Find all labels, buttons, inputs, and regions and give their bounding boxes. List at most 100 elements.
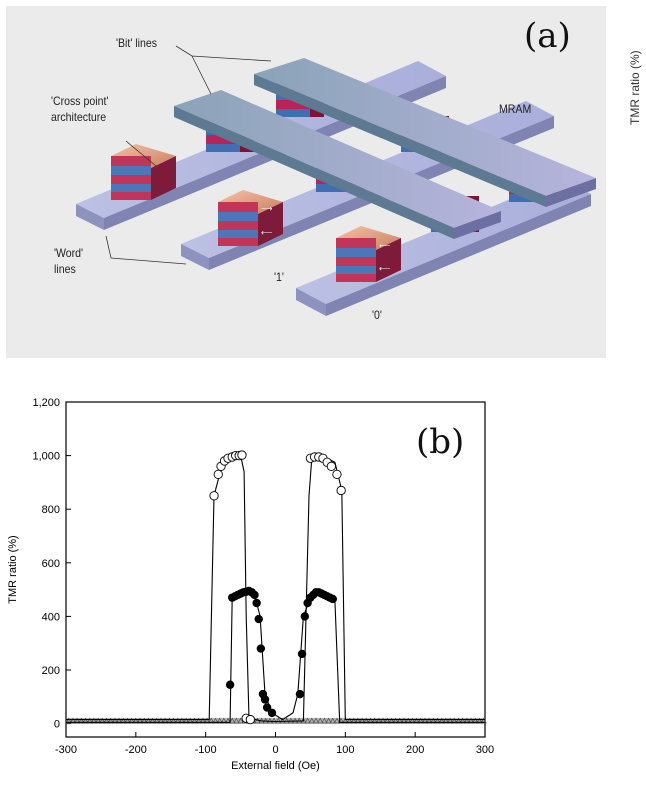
memory-cell-zero: ⟵ ⟵ (336, 226, 401, 282)
triangle-point (220, 717, 227, 724)
triangle-point (350, 717, 357, 724)
triangle-point (90, 717, 97, 724)
triangle-point (174, 717, 181, 724)
triangle-point (304, 717, 311, 724)
triangle-point (396, 717, 403, 724)
triangle-point (384, 717, 391, 724)
triangle-point (124, 717, 131, 724)
triangle-point (69, 717, 76, 724)
triangle-point (367, 717, 374, 724)
triangle-point (99, 717, 106, 724)
triangle-point (308, 717, 315, 724)
x-tick-label: 300 (476, 744, 494, 756)
triangle-point (312, 717, 320, 724)
filled-circle-point (256, 644, 266, 653)
svg-text:⟵: ⟵ (261, 228, 273, 237)
open-circle-point (245, 714, 256, 725)
x-tick-label: -200 (125, 744, 147, 756)
triangle-point (199, 717, 206, 724)
x-tick-label: 100 (336, 744, 354, 756)
triangle-point (459, 717, 466, 724)
triangle-point (472, 717, 479, 724)
memory-cell-one: ⟶ ⟵ (218, 190, 283, 246)
open-circle-point (332, 469, 342, 480)
triangle-point (463, 717, 470, 724)
filled-circle-point (225, 680, 235, 689)
filled-circle-point (262, 703, 272, 712)
y-tick-label: 1,200 (32, 397, 60, 409)
open-circle-point (336, 485, 346, 496)
triangle-point (216, 717, 223, 724)
triangle-point (421, 717, 428, 724)
triangle-point (375, 717, 382, 724)
triangle-point (137, 717, 144, 724)
y-tick-label: 200 (42, 665, 60, 677)
triangle-point (426, 717, 433, 724)
triangle-point (178, 717, 185, 724)
filled-circle-series-line (66, 590, 485, 723)
x-tick-label: 0 (272, 744, 278, 756)
triangle-point (359, 717, 366, 724)
memory-cell-left (111, 144, 176, 200)
triangle-point (120, 717, 127, 724)
filled-circle-point (252, 598, 261, 608)
triangle-point (82, 717, 89, 724)
y-tick-label: 1,000 (32, 451, 60, 463)
triangle-point (183, 717, 190, 724)
bit-lines-label: 'Bit' lines (116, 36, 158, 50)
triangle-point (417, 717, 424, 724)
triangle-point (346, 717, 353, 724)
triangle-point (145, 717, 152, 724)
filled-circle-point (300, 612, 310, 621)
triangle-point (380, 717, 387, 724)
filled-circle-point (295, 689, 305, 699)
triangle-point (400, 717, 408, 724)
triangle-point (111, 717, 118, 724)
svg-text:⟵: ⟵ (379, 241, 391, 250)
triangle-point (271, 717, 278, 724)
svg-text:⟵: ⟵ (379, 264, 391, 273)
triangle-point (195, 717, 202, 724)
triangle-point (363, 717, 370, 724)
triangle-point (468, 717, 475, 724)
cross-point-label-line1: 'Cross point' (51, 94, 109, 108)
filled-circle-point (267, 708, 277, 718)
leader-lines (105, 45, 272, 265)
state-one-label: '1' (274, 270, 284, 284)
filled-circle-point (254, 614, 263, 624)
triangle-point (204, 717, 211, 724)
triangle-point (157, 717, 164, 724)
triangle-point (162, 717, 169, 724)
x-tick-label: -100 (195, 744, 217, 756)
triangle-point (430, 717, 437, 724)
open-circle-point (326, 461, 337, 471)
triangle-point (451, 717, 458, 724)
triangle-point (153, 717, 160, 724)
filled-circle-point (260, 695, 270, 704)
triangle-point (187, 717, 194, 724)
triangle-point (74, 717, 81, 724)
triangle-point (208, 717, 215, 724)
triangle-point (413, 717, 420, 724)
panel-a-mram-diagram: ⟶ ⟵ ⟵ ⟵ (a) 'Bit' lines 'Cross point' ar… (6, 6, 606, 358)
triangle-point (392, 717, 399, 724)
state-zero-label: '0' (372, 308, 382, 322)
triangle-point (354, 717, 361, 724)
panel-a-tag: (a) (524, 16, 571, 56)
triangle-point (170, 717, 177, 724)
triangle-point (65, 717, 72, 724)
y-axis-label: TMR ratio (%) (7, 535, 19, 603)
open-circle-point (209, 491, 219, 501)
triangle-point (116, 717, 123, 724)
open-circle-series-line (66, 455, 485, 723)
bit-line-2 (254, 58, 596, 207)
triangle-point (78, 717, 85, 724)
y-tick-label: 600 (42, 558, 60, 570)
panel-b-tmr-chart: -300 -200 -100 0 100 200 300 0 200 400 600 800 1,000… (0, 380, 646, 788)
x-tick-label: 200 (406, 744, 424, 756)
triangle-point (86, 717, 93, 724)
open-circle-point (237, 450, 247, 460)
triangle-point (329, 717, 336, 724)
y-tick-label: 400 (42, 611, 60, 623)
triangle-point (317, 717, 324, 724)
